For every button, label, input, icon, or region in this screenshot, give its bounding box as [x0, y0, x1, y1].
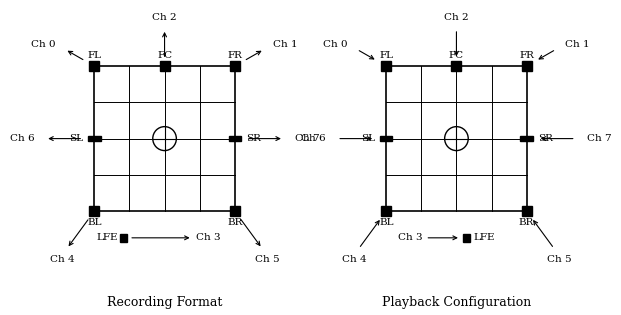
Bar [160, 61, 170, 71]
Text: SL: SL [361, 134, 375, 143]
Bar [381, 61, 391, 71]
Text: Ch 4: Ch 4 [342, 255, 366, 264]
Text: Ch 6: Ch 6 [9, 134, 34, 143]
Text: FL: FL [379, 50, 393, 60]
Text: LFE: LFE [473, 233, 495, 242]
Bar [120, 234, 127, 242]
Bar [94, 66, 235, 211]
Text: SR: SR [246, 134, 261, 143]
Text: BL: BL [87, 218, 102, 227]
Text: Ch 1: Ch 1 [273, 40, 298, 49]
Text: FC: FC [449, 50, 464, 60]
Text: Ch 3: Ch 3 [196, 233, 220, 242]
Ellipse shape [445, 127, 468, 151]
Text: Ch 0: Ch 0 [323, 40, 348, 49]
Bar [381, 206, 391, 216]
Bar [230, 61, 240, 71]
Bar [380, 136, 392, 141]
Text: Recording Format: Recording Format [107, 296, 222, 309]
Text: Ch 7: Ch 7 [587, 134, 612, 143]
Text: BL: BL [379, 218, 394, 227]
Text: Ch 4: Ch 4 [50, 255, 75, 264]
Bar [89, 61, 99, 71]
Text: Ch 3: Ch 3 [397, 233, 422, 242]
Text: BR: BR [519, 218, 534, 227]
Text: Ch 5: Ch 5 [255, 255, 279, 264]
Text: Ch 2: Ch 2 [152, 13, 177, 22]
Text: FC: FC [157, 50, 172, 60]
Bar [520, 136, 533, 141]
Bar [229, 136, 241, 141]
Text: Ch 2: Ch 2 [444, 13, 469, 22]
Bar [451, 61, 461, 71]
Text: LFE: LFE [96, 233, 118, 242]
Text: SL: SL [69, 134, 83, 143]
Text: FR: FR [227, 50, 242, 60]
Bar [522, 61, 532, 71]
Bar [463, 234, 470, 242]
Text: BR: BR [227, 218, 242, 227]
Text: SR: SR [538, 134, 553, 143]
Text: Ch 6: Ch 6 [301, 134, 326, 143]
Bar [88, 136, 101, 141]
Text: Ch 7: Ch 7 [295, 134, 320, 143]
Text: Ch 1: Ch 1 [565, 40, 590, 49]
Text: Playback Configuration: Playback Configuration [382, 296, 531, 309]
Bar [386, 66, 527, 211]
Bar [89, 206, 99, 216]
Bar [230, 206, 240, 216]
Text: Ch 0: Ch 0 [31, 40, 56, 49]
Text: FR: FR [519, 50, 534, 60]
Text: FL: FL [88, 50, 101, 60]
Text: Ch 5: Ch 5 [546, 255, 571, 264]
Bar [522, 206, 532, 216]
Ellipse shape [153, 127, 176, 151]
